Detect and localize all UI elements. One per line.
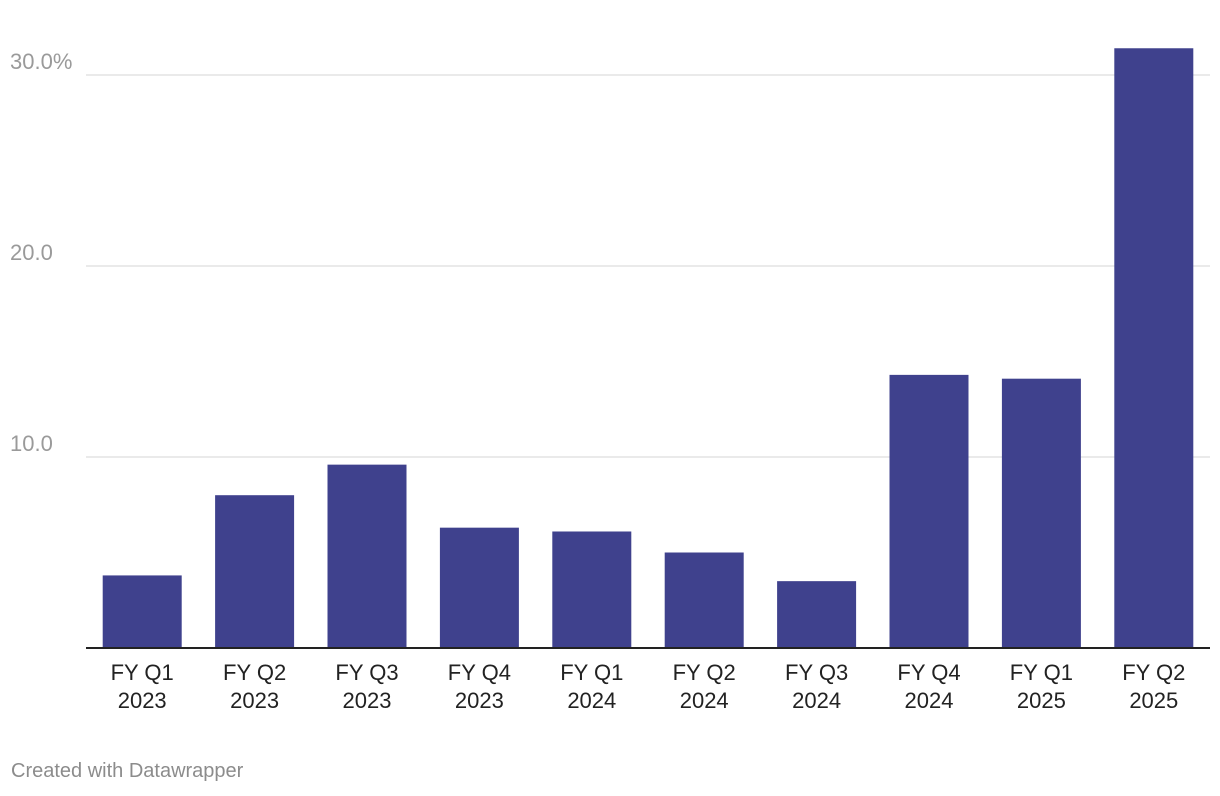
x-tick-quarter: FY Q1 xyxy=(560,660,623,685)
bar xyxy=(1001,378,1081,648)
x-tick-year: 2023 xyxy=(343,688,392,713)
bar xyxy=(215,495,295,648)
x-tick-quarter: FY Q2 xyxy=(673,660,736,685)
x-tick-quarter: FY Q3 xyxy=(335,660,398,685)
x-tick-year: 2023 xyxy=(118,688,167,713)
bar xyxy=(439,527,519,648)
bar xyxy=(552,531,632,648)
x-tick-quarter: FY Q1 xyxy=(1010,660,1073,685)
x-tick-quarter: FY Q1 xyxy=(111,660,174,685)
x-tick-label: FY Q2 2023 xyxy=(223,660,286,713)
x-tick-label: FY Q3 2023 xyxy=(335,660,398,713)
x-tick-year: 2025 xyxy=(1017,688,1066,713)
x-tick-year: 2023 xyxy=(230,688,279,713)
x-tick-label: FY Q1 2023 xyxy=(111,660,174,713)
bar xyxy=(664,552,744,648)
footer-credit: Created with Datawrapper xyxy=(11,760,244,782)
bar xyxy=(102,575,182,648)
x-tick-label: FY Q2 2025 xyxy=(1122,660,1185,713)
x-tick-year: 2024 xyxy=(905,688,954,713)
x-tick-label: FY Q1 2025 xyxy=(1010,660,1073,713)
x-tick-year: 2024 xyxy=(680,688,729,713)
y-tick-label: 10.0 xyxy=(10,431,53,456)
bar xyxy=(1114,48,1194,648)
x-tick-quarter: FY Q2 xyxy=(1122,660,1185,685)
x-tick-year: 2023 xyxy=(455,688,504,713)
x-tick-label: FY Q3 2024 xyxy=(785,660,848,713)
x-tick-label: FY Q4 2024 xyxy=(897,660,960,713)
x-tick-quarter: FY Q3 xyxy=(785,660,848,685)
bars xyxy=(102,48,1194,648)
x-tick-quarter: FY Q4 xyxy=(448,660,511,685)
x-tick-year: 2024 xyxy=(567,688,616,713)
x-tick-year: 2025 xyxy=(1129,688,1178,713)
y-axis-ticks: 30.0% 20.0 10.0 xyxy=(10,49,72,456)
bar xyxy=(327,464,407,648)
x-tick-label: FY Q1 2024 xyxy=(560,660,623,713)
x-tick-label: FY Q4 2023 xyxy=(448,660,511,713)
x-tick-quarter: FY Q4 xyxy=(897,660,960,685)
x-tick-year: 2024 xyxy=(792,688,841,713)
bar xyxy=(777,581,857,648)
bar xyxy=(889,374,969,648)
y-tick-label: 30.0% xyxy=(10,49,72,74)
y-tick-label: 20.0 xyxy=(10,240,53,265)
x-tick-quarter: FY Q2 xyxy=(223,660,286,685)
x-tick-label: FY Q2 2024 xyxy=(673,660,736,713)
